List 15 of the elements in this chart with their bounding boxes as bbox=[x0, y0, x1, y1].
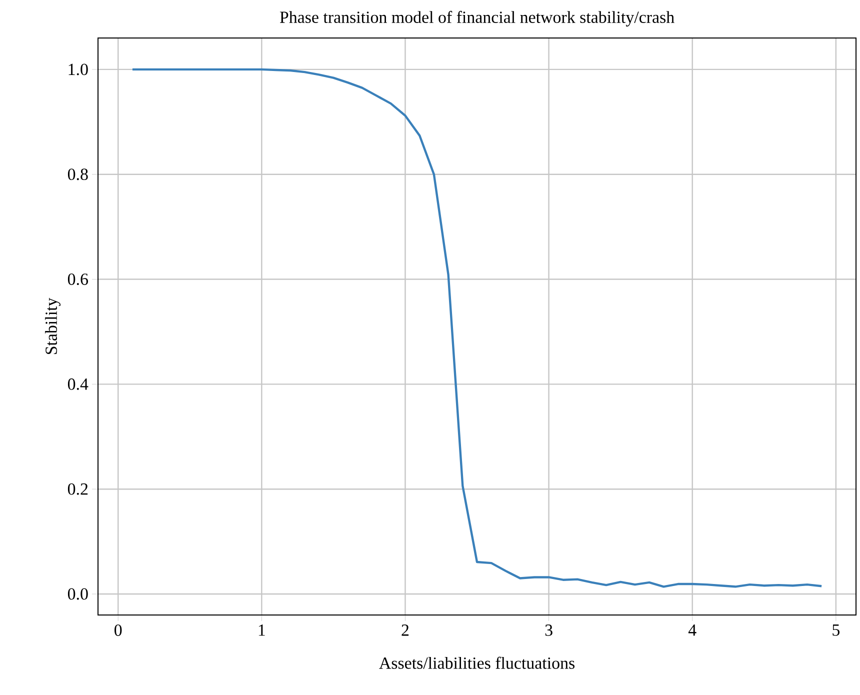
y-tick-label: 0.2 bbox=[68, 483, 88, 495]
x-tick-label: 5 bbox=[832, 624, 840, 636]
x-axis-title: Assets/liabilities fluctuations bbox=[379, 656, 574, 669]
y-tick-label: 0.4 bbox=[68, 378, 88, 390]
x-tick-label: 3 bbox=[545, 624, 552, 636]
chart-title: Phase transition model of financial network stability/crash bbox=[280, 10, 674, 26]
y-tick-label: 0.6 bbox=[68, 274, 88, 286]
y-tick-label: 1.0 bbox=[68, 64, 88, 76]
x-tick-label: 2 bbox=[402, 624, 409, 636]
x-tick-label: 0 bbox=[114, 624, 122, 636]
y-axis-title: Stability bbox=[45, 298, 60, 354]
x-tick-label: 1 bbox=[258, 624, 265, 636]
x-tick-label: 4 bbox=[688, 624, 696, 636]
y-tick-label: 0.8 bbox=[68, 168, 88, 180]
y-tick-label: 0.0 bbox=[68, 588, 88, 600]
